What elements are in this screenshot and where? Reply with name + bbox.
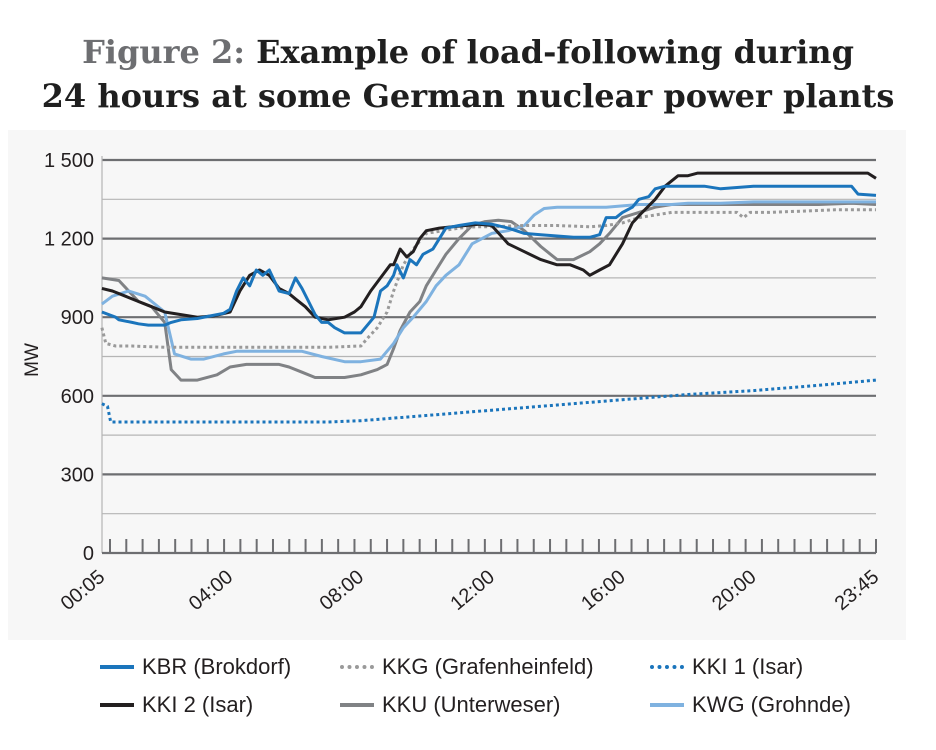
chart-background [8,130,906,640]
legend-label-kbr: KBR (Brokdorf) [142,654,292,679]
legend: KBR (Brokdorf) KKG (Grafenheinfeld) KKI … [100,648,900,724]
y-axis: 0 300 600 900 1 200 1 500 [44,150,94,565]
legend-label-kki2: KKI 2 (Isar) [142,692,254,717]
series-line-kwg [100,200,876,364]
legend-item-kku: KKU (Unterweser) [340,692,650,718]
legend-swatch-kki1 [650,665,684,669]
legend-swatch-kku [340,703,374,707]
line-chart: 00:05 04:00 08:00 12:00 16:00 20:00 23:45 0300… [8,130,906,640]
series-line-kbr [101,184,877,335]
series-line-kki-1 [101,378,877,424]
legend-item-kbr: KBR (Brokdorf) [100,654,340,680]
legend-label-kku: KKU (Unterweser) [382,692,561,717]
legend-row-1: KBR (Brokdorf) KKG (Grafenheinfeld) KKI … [100,648,900,686]
y-tick-label: 900 [61,307,94,329]
legend-swatch-kbr [100,665,134,669]
y-tick-label: 1 200 [44,229,94,251]
gridlines [101,156,876,553]
series-line-kkg [100,208,876,349]
legend-row-2: KKI 2 (Isar) KKU (Unterweser) KWG (Grohn… [100,686,900,724]
legend-label-kki1: KKI 1 (Isar) [692,654,804,679]
figure-number: Figure 2: [82,33,246,71]
title-line-2: 24 hours at some German nuclear power pl… [41,77,895,115]
y-tick-label: 0 [83,543,94,565]
legend-swatch-kki2 [100,703,134,707]
legend-item-kki1: KKI 1 (Isar) [650,654,880,680]
series-group [100,171,877,424]
legend-swatch-kkg [340,665,374,669]
y-tick-label: 1 500 [44,150,94,172]
series-line-kku [101,201,877,382]
y-tick-label: 300 [61,464,94,486]
legend-item-kki2: KKI 2 (Isar) [100,692,340,718]
y-axis-label: MW [22,343,43,377]
legend-item-kwg: KWG (Grohnde) [650,692,880,718]
legend-label-kwg: KWG (Grohnde) [692,692,851,717]
legend-swatch-kwg [650,703,684,707]
chart-title: Figure 2: Example of load-following duri… [0,30,936,118]
y-tick-label: 600 [61,386,94,408]
legend-label-kkg: KKG (Grafenheinfeld) [382,654,594,679]
title-line-1: Example of load-following during [256,33,854,71]
legend-item-kkg: KKG (Grafenheinfeld) [340,654,650,680]
